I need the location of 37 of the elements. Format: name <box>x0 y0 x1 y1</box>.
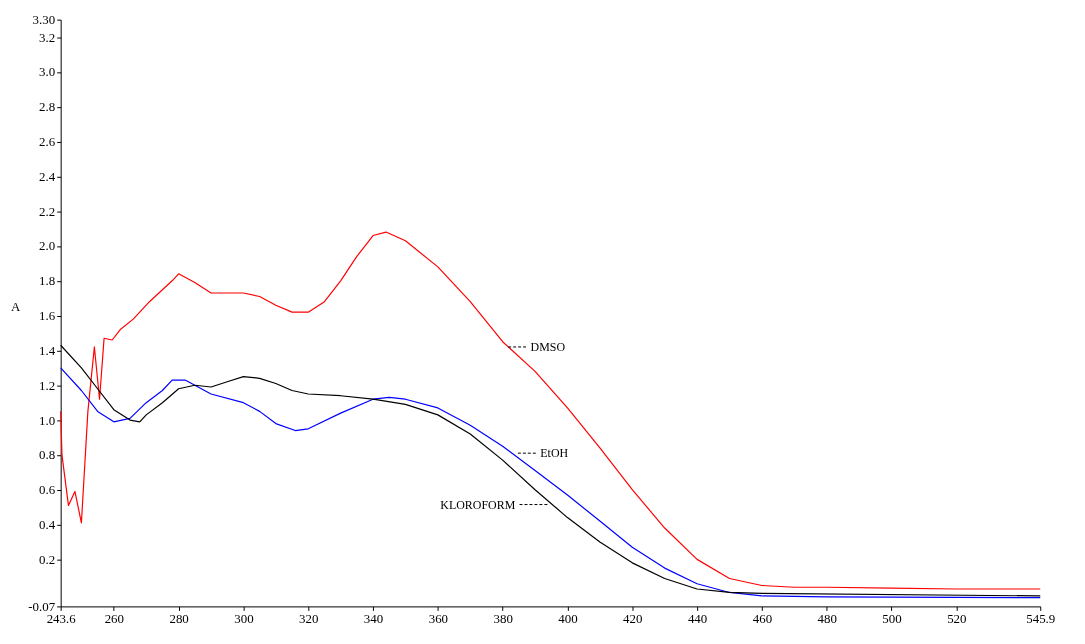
x-tick-label: 420 <box>623 610 643 626</box>
y-tick-label: 2.0 <box>39 238 56 254</box>
y-tick-label: 0.4 <box>39 517 56 533</box>
y-axis-title: A <box>10 298 21 314</box>
line-series <box>60 231 1041 590</box>
y-tick-label: 0.2 <box>39 551 56 567</box>
x-tick-label: 280 <box>169 610 189 626</box>
y-tick-label: 0.8 <box>39 447 56 463</box>
y-tick-label: 1.6 <box>39 308 56 324</box>
x-tick-label: 545.9 <box>1026 610 1056 626</box>
y-tick-label: 2.4 <box>39 168 56 184</box>
y-tick-label: 3.0 <box>39 64 56 80</box>
x-tick-label: 520 <box>947 610 967 626</box>
y-tick-label: 1.0 <box>39 412 56 428</box>
annotation: KLOROFORM <box>440 497 516 512</box>
y-tick-label: 2.6 <box>39 133 56 149</box>
x-tick-label: 300 <box>234 610 254 626</box>
x-tick-label: 260 <box>104 610 124 626</box>
y-tick-label: 2.2 <box>39 203 56 219</box>
y-tick-label: 1.4 <box>39 342 56 358</box>
x-tick-label: 380 <box>493 610 513 626</box>
y-tick-label: 2.8 <box>39 99 56 115</box>
y-tick-label: 1.8 <box>39 273 56 289</box>
x-tick-label: 460 <box>752 610 773 626</box>
annotation: DMSO <box>530 339 566 354</box>
x-tick-label: 340 <box>363 610 384 626</box>
x-tick-label: 480 <box>817 610 837 626</box>
x-tick-label: 400 <box>558 610 578 626</box>
x-tick-label: 500 <box>882 610 902 626</box>
y-tick-label: 0.6 <box>39 482 56 498</box>
annotation: EtOH <box>540 446 569 461</box>
x-tick-label: 320 <box>299 610 319 626</box>
x-tick-label: 440 <box>687 610 708 626</box>
y-tick-label: 1.2 <box>39 377 56 393</box>
y-tick-label: 3.30 <box>32 12 56 28</box>
x-tick-label: 360 <box>428 610 449 626</box>
y-tick-label: 3.2 <box>39 29 56 45</box>
